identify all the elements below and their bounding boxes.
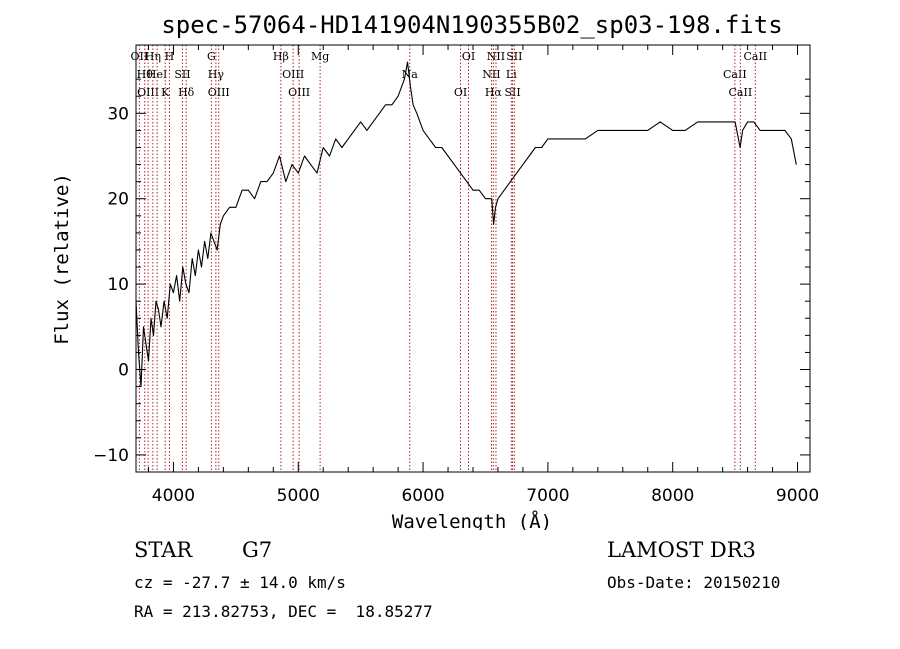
- x-tick-label: 7000: [526, 486, 569, 506]
- y-tick-label: 0: [118, 361, 129, 381]
- line-label: Hδ: [178, 86, 195, 99]
- line-label: NII: [482, 68, 500, 81]
- x-tick-label: 8000: [651, 486, 694, 506]
- x-axis-label: Wavelength (Å): [392, 510, 552, 530]
- chart-title: spec-57064-HD141904N190355B02_sp03-198.f…: [161, 11, 782, 39]
- line-label: Hα: [485, 86, 503, 99]
- x-tick-label: 4000: [152, 486, 195, 506]
- object-type: STAR: [134, 538, 193, 562]
- line-label: OII: [131, 50, 149, 63]
- line-label: SII: [506, 50, 522, 63]
- line-label: OI: [462, 50, 475, 63]
- line-label: Li: [506, 68, 517, 81]
- y-tick-label: 20: [107, 190, 129, 210]
- object-subclass: G7: [242, 538, 273, 562]
- spectrum-line: [135, 61, 797, 388]
- redshift-text: cz = -27.7 ± 14.0 km/s: [134, 573, 346, 592]
- line-label: Hθ: [137, 68, 154, 81]
- spectrum-series: [135, 61, 797, 388]
- line-label: CaII: [723, 68, 747, 81]
- line-label: CaII: [729, 86, 753, 99]
- line-label: OIII: [282, 68, 304, 81]
- line-label: H: [165, 50, 175, 63]
- line-label: OIII: [288, 86, 310, 99]
- line-label: NII: [487, 50, 505, 63]
- x-tick-label: 9000: [776, 486, 819, 506]
- line-label: SII: [174, 68, 190, 81]
- spectral-line-markers: OII Hθ OIII Hη HeI K H SII Hδ G Hγ OIII Hβ OIII OIII Mg…: [131, 45, 767, 472]
- line-label: G: [207, 50, 216, 63]
- y-tick-label: 10: [107, 275, 129, 295]
- line-label: Hη: [145, 50, 161, 63]
- line-label: Mg: [311, 50, 329, 63]
- plot-frame: [135, 44, 811, 473]
- x-tick-label: 6000: [401, 486, 444, 506]
- line-label: CaII: [743, 50, 767, 63]
- line-label: Hγ: [208, 68, 225, 81]
- survey-name: LAMOST DR3: [607, 538, 756, 562]
- y-tick-label: −10: [93, 446, 129, 466]
- line-label: OI: [454, 86, 467, 99]
- line-label: SII: [504, 86, 520, 99]
- line-label: K: [161, 86, 170, 99]
- line-label: Hβ: [273, 50, 289, 63]
- y-tick-label: 30: [107, 104, 129, 124]
- coordinates: RA = 213.82753, DEC = 18.85277: [134, 602, 433, 621]
- y-axis-label: Flux (relative): [51, 173, 73, 345]
- line-label: OIII: [137, 86, 159, 99]
- line-label: OIII: [208, 86, 230, 99]
- line-label: HeI: [147, 68, 167, 81]
- obs-date: Obs-Date: 20150210: [607, 573, 781, 592]
- x-tick-label: 5000: [277, 486, 320, 506]
- axes: 4000 5000 6000 7000 8000 9000 −10 0 10 20 30: [93, 45, 819, 506]
- spectrum-chart: spec-57064-HD141904N190355B02_sp03-198.f…: [51, 11, 819, 530]
